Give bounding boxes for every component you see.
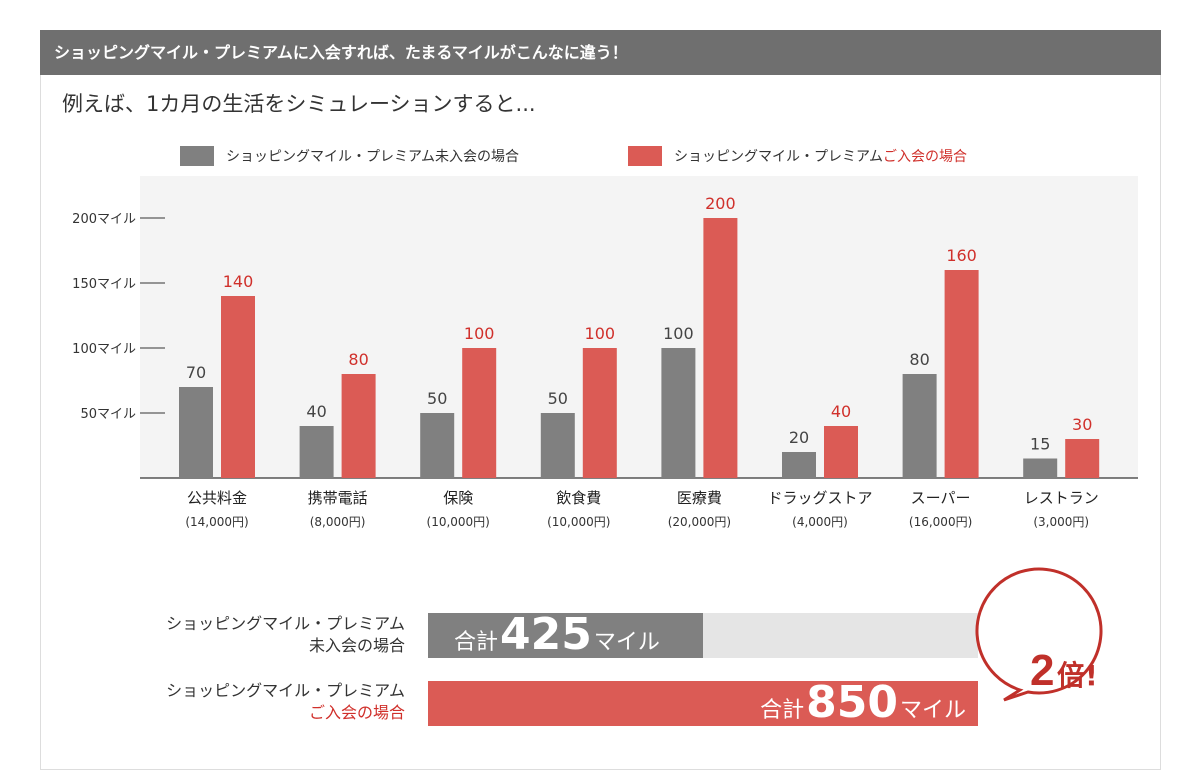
x-tick-sublabel: (10,000円) bbox=[427, 515, 490, 529]
total-label-nonmember: ショッピングマイル・プレミアム 未入会の場合 bbox=[166, 613, 405, 657]
section-header: ショッピングマイル・プレミアムに入会すれば、たまるマイルがこんなに違う！ bbox=[40, 30, 1161, 75]
total-unit: マイル bbox=[593, 630, 660, 655]
x-tick-label: 医療費 bbox=[677, 489, 722, 507]
legend-label: ショッピングマイル・プレミアム bbox=[674, 149, 884, 165]
x-tick-label: 携帯電話 bbox=[308, 489, 368, 507]
x-tick-sublabel: (14,000円) bbox=[185, 515, 248, 529]
legend-nonmember: ショッピングマイル・プレミアム未入会の場合 bbox=[180, 146, 519, 166]
x-tick-sublabel: (4,000円) bbox=[792, 515, 848, 529]
bar-nonmember bbox=[420, 413, 455, 478]
label-line: ショッピングマイル・プレミアム bbox=[166, 614, 405, 633]
bar-nonmember bbox=[661, 348, 696, 478]
total-bar-nonmember: 合計 425 マイル bbox=[428, 613, 703, 658]
bar-nonmember bbox=[782, 452, 816, 478]
data-label: 70 bbox=[186, 363, 206, 382]
bar-member bbox=[703, 218, 738, 478]
data-label: 80 bbox=[348, 350, 368, 369]
data-label: 40 bbox=[831, 402, 851, 421]
x-tick-label: 保険 bbox=[443, 489, 473, 507]
subtitle: 例えば、1カ月の生活をシミュレーションすると... bbox=[62, 92, 536, 116]
x-tick-label: レストラン bbox=[1024, 489, 1099, 507]
y-tick-label: 200マイル bbox=[72, 212, 136, 227]
data-label: 50 bbox=[548, 389, 568, 408]
x-tick-sublabel: (8,000円) bbox=[310, 515, 366, 529]
legend-swatch-gray bbox=[180, 146, 214, 166]
legend-label-accent: ご入会の場合 bbox=[883, 149, 968, 165]
total-value: 425 bbox=[500, 609, 592, 660]
x-tick-label: 飲食費 bbox=[556, 489, 601, 507]
total-unit: マイル bbox=[899, 698, 966, 723]
legend-member: ショッピングマイル・プレミアム ご入会の場合 bbox=[628, 146, 967, 166]
y-tick-label: 150マイル bbox=[72, 277, 136, 292]
label-line: 未入会の場合 bbox=[308, 636, 405, 655]
data-label: 80 bbox=[909, 350, 929, 369]
data-label: 100 bbox=[464, 324, 495, 343]
data-label: 50 bbox=[427, 389, 447, 408]
bar-member bbox=[944, 270, 979, 478]
data-label: 15 bbox=[1030, 435, 1050, 454]
bar-member bbox=[221, 296, 255, 478]
y-tick-label: 100マイル bbox=[72, 342, 136, 357]
bar-nonmember bbox=[902, 374, 937, 478]
legend-swatch-red bbox=[628, 146, 662, 166]
label-line: ご入会の場合 bbox=[308, 703, 405, 722]
y-tick-label: 50マイル bbox=[80, 407, 136, 422]
x-tick-label: スーパー bbox=[911, 489, 971, 507]
bar-chart: 50マイル 100マイル 150マイル 200マイル 70 140 公共料金 (14,000円… bbox=[72, 176, 1138, 529]
x-tick-label: 公共料金 bbox=[187, 489, 247, 507]
total-bar-track: 合計 425 マイル bbox=[428, 613, 978, 658]
plot-area bbox=[140, 176, 1138, 478]
bar-nonmember bbox=[1023, 458, 1058, 478]
bar-nonmember bbox=[540, 413, 575, 478]
total-prefix: 合計 bbox=[454, 630, 499, 655]
x-tick-sublabel: (20,000円) bbox=[668, 515, 731, 529]
data-label: 100 bbox=[585, 324, 616, 343]
bar-member bbox=[824, 426, 858, 478]
bar-member bbox=[1065, 439, 1100, 478]
data-label: 140 bbox=[223, 272, 254, 291]
total-value: 850 bbox=[806, 677, 898, 728]
bar-member bbox=[341, 374, 376, 478]
total-prefix: 合計 bbox=[760, 698, 805, 723]
total-bar-member: 合計 850 マイル bbox=[428, 681, 978, 726]
legend-label: ショッピングマイル・プレミアム未入会の場合 bbox=[226, 149, 520, 165]
data-label: 20 bbox=[789, 428, 809, 447]
data-label: 200 bbox=[705, 194, 736, 213]
label-line: ショッピングマイル・プレミアム bbox=[166, 681, 405, 700]
x-tick-sublabel: (10,000円) bbox=[547, 515, 610, 529]
bar-member bbox=[462, 348, 497, 478]
x-tick-sublabel: (3,000円) bbox=[1033, 515, 1089, 529]
total-label-member: ショッピングマイル・プレミアム ご入会の場合 bbox=[166, 680, 405, 724]
data-label: 160 bbox=[946, 246, 977, 265]
bar-member bbox=[582, 348, 617, 478]
data-label: 100 bbox=[663, 324, 694, 343]
x-tick-label: ドラッグストア bbox=[767, 489, 872, 507]
x-tick-sublabel: (16,000円) bbox=[909, 515, 972, 529]
bar-nonmember bbox=[179, 387, 213, 478]
data-label: 30 bbox=[1072, 415, 1092, 434]
bar-nonmember bbox=[299, 426, 334, 478]
data-label: 40 bbox=[306, 402, 326, 421]
